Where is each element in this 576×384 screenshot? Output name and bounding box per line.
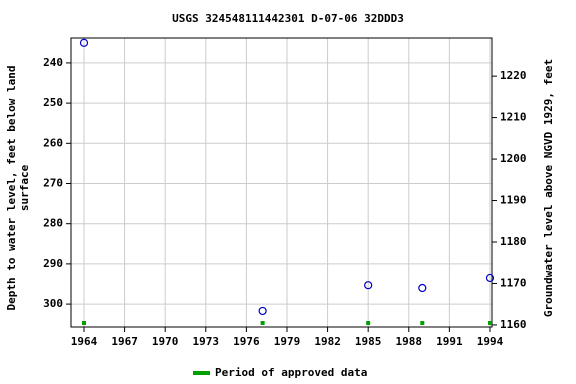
approved-period-marker bbox=[260, 321, 265, 325]
y2-tick-label: 1180 bbox=[500, 235, 527, 248]
y-tick-label: 290 bbox=[43, 257, 63, 270]
x-tick-label: 1976 bbox=[233, 335, 260, 348]
y-tick-label: 240 bbox=[43, 56, 63, 69]
x-tick-label: 1979 bbox=[274, 335, 301, 348]
x-tick-label: 1967 bbox=[111, 335, 138, 348]
data-point bbox=[418, 283, 427, 293]
x-tick-label: 1991 bbox=[436, 335, 463, 348]
y-tick-label: 260 bbox=[43, 136, 63, 149]
data-point bbox=[364, 281, 373, 290]
x-tick-label: 1982 bbox=[314, 335, 341, 348]
y2-axis-label: Groundwater level above NGVD 1929, feet bbox=[542, 59, 555, 317]
y2-tick-label: 1190 bbox=[500, 194, 527, 207]
y2-tick-label: 1170 bbox=[500, 276, 527, 289]
x-tick-label: 1985 bbox=[355, 335, 382, 348]
legend-label: Period of approved data bbox=[215, 366, 367, 379]
y2-tick-label: 1220 bbox=[500, 69, 527, 82]
plot-frame bbox=[70, 37, 493, 328]
approved-period-marker bbox=[366, 321, 371, 325]
chart-title: USGS 324548111442301 D-07-06 32DDD3 bbox=[172, 12, 404, 25]
x-tick-label: 1970 bbox=[152, 335, 179, 348]
y2-tick-label: 1210 bbox=[500, 111, 527, 124]
x-tick-label: 1973 bbox=[193, 335, 220, 348]
y2-tick-label: 1160 bbox=[500, 318, 527, 331]
data-point bbox=[258, 306, 267, 316]
y2-tick-label: 1200 bbox=[500, 152, 527, 165]
y-axis-label: surface bbox=[18, 164, 31, 211]
x-tick-label: 1964 bbox=[71, 335, 98, 348]
y-tick-label: 270 bbox=[43, 177, 63, 190]
approved-period-marker bbox=[81, 321, 86, 325]
approved-period-marker bbox=[487, 321, 492, 325]
data-point bbox=[485, 273, 495, 283]
approved-period-marker bbox=[420, 321, 425, 325]
y-tick-label: 280 bbox=[43, 217, 63, 230]
x-tick-label: 1988 bbox=[396, 335, 423, 348]
y-axis-label: Depth to water level, feet below land bbox=[5, 65, 18, 310]
data-point bbox=[79, 38, 89, 47]
y-tick-label: 300 bbox=[43, 297, 63, 310]
y-tick-label: 250 bbox=[43, 96, 63, 109]
x-tick-label: 1994 bbox=[477, 335, 504, 348]
